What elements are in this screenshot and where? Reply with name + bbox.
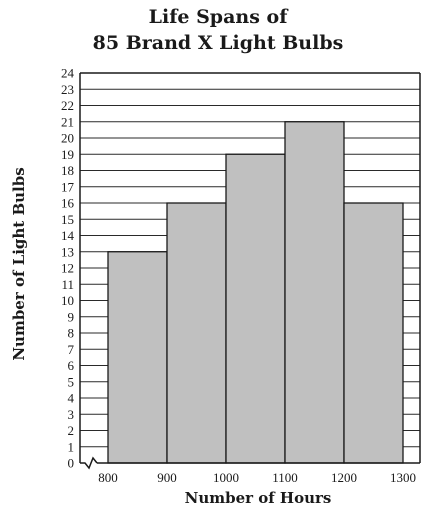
y-tick-label: 6 [68, 358, 75, 373]
y-tick-label: 7 [68, 342, 75, 357]
y-tick-label: 18 [61, 163, 74, 178]
x-tick-label: 1100 [272, 470, 298, 485]
axis-break-mark [80, 456, 98, 470]
y-tick-label: 12 [61, 261, 74, 276]
y-tick-label: 23 [61, 82, 74, 97]
y-axis-title: Number of Light Bulbs [10, 167, 28, 360]
y-tick-label: 21 [61, 114, 74, 129]
y-tick-label: 3 [68, 407, 75, 422]
x-tick-label: 900 [157, 470, 177, 485]
y-tick-label: 15 [61, 212, 74, 227]
y-tick-label: 8 [68, 326, 75, 341]
y-tick-label: 10 [61, 293, 74, 308]
x-tick-label: 800 [98, 470, 118, 485]
bar-1100-1200 [284, 121, 345, 464]
bar-1000-1100 [225, 153, 286, 464]
plot-frame [79, 72, 421, 470]
chart-title-line-1: Life Spans of [148, 6, 288, 28]
y-tick-label: 13 [61, 244, 74, 259]
y-tick-label: 17 [61, 179, 75, 194]
y-tick-label: 14 [61, 228, 75, 243]
y-tick-label: 24 [61, 66, 75, 81]
chart-title-line-2: 85 Brand X Light Bulbs [92, 32, 344, 54]
x-axis-title: Number of Hours [185, 489, 332, 507]
y-tick-label: 20 [61, 131, 74, 146]
bar-1200-1300 [343, 202, 404, 464]
y-tick-label: 1 [68, 439, 75, 454]
y-tick-label: 11 [61, 277, 74, 292]
y-tick-label: 5 [68, 374, 75, 389]
y-tick-label: 16 [61, 196, 75, 211]
y-tick-label: 4 [68, 391, 75, 406]
bar-900-1000 [166, 202, 227, 464]
y-tick-label: 19 [61, 147, 74, 162]
bar-800-900 [107, 251, 168, 464]
x-tick-labels: 800 900 1000 1100 1200 1300 [98, 470, 416, 485]
x-tick-label: 1300 [390, 470, 416, 485]
y-tick-label: 2 [68, 423, 75, 438]
x-tick-label: 1000 [213, 470, 239, 485]
y-tick-label: 22 [61, 98, 74, 113]
bars [107, 121, 404, 464]
y-tick-label: 0 [68, 456, 75, 471]
y-tick-label: 9 [68, 309, 75, 324]
x-tick-label: 1200 [331, 470, 357, 485]
